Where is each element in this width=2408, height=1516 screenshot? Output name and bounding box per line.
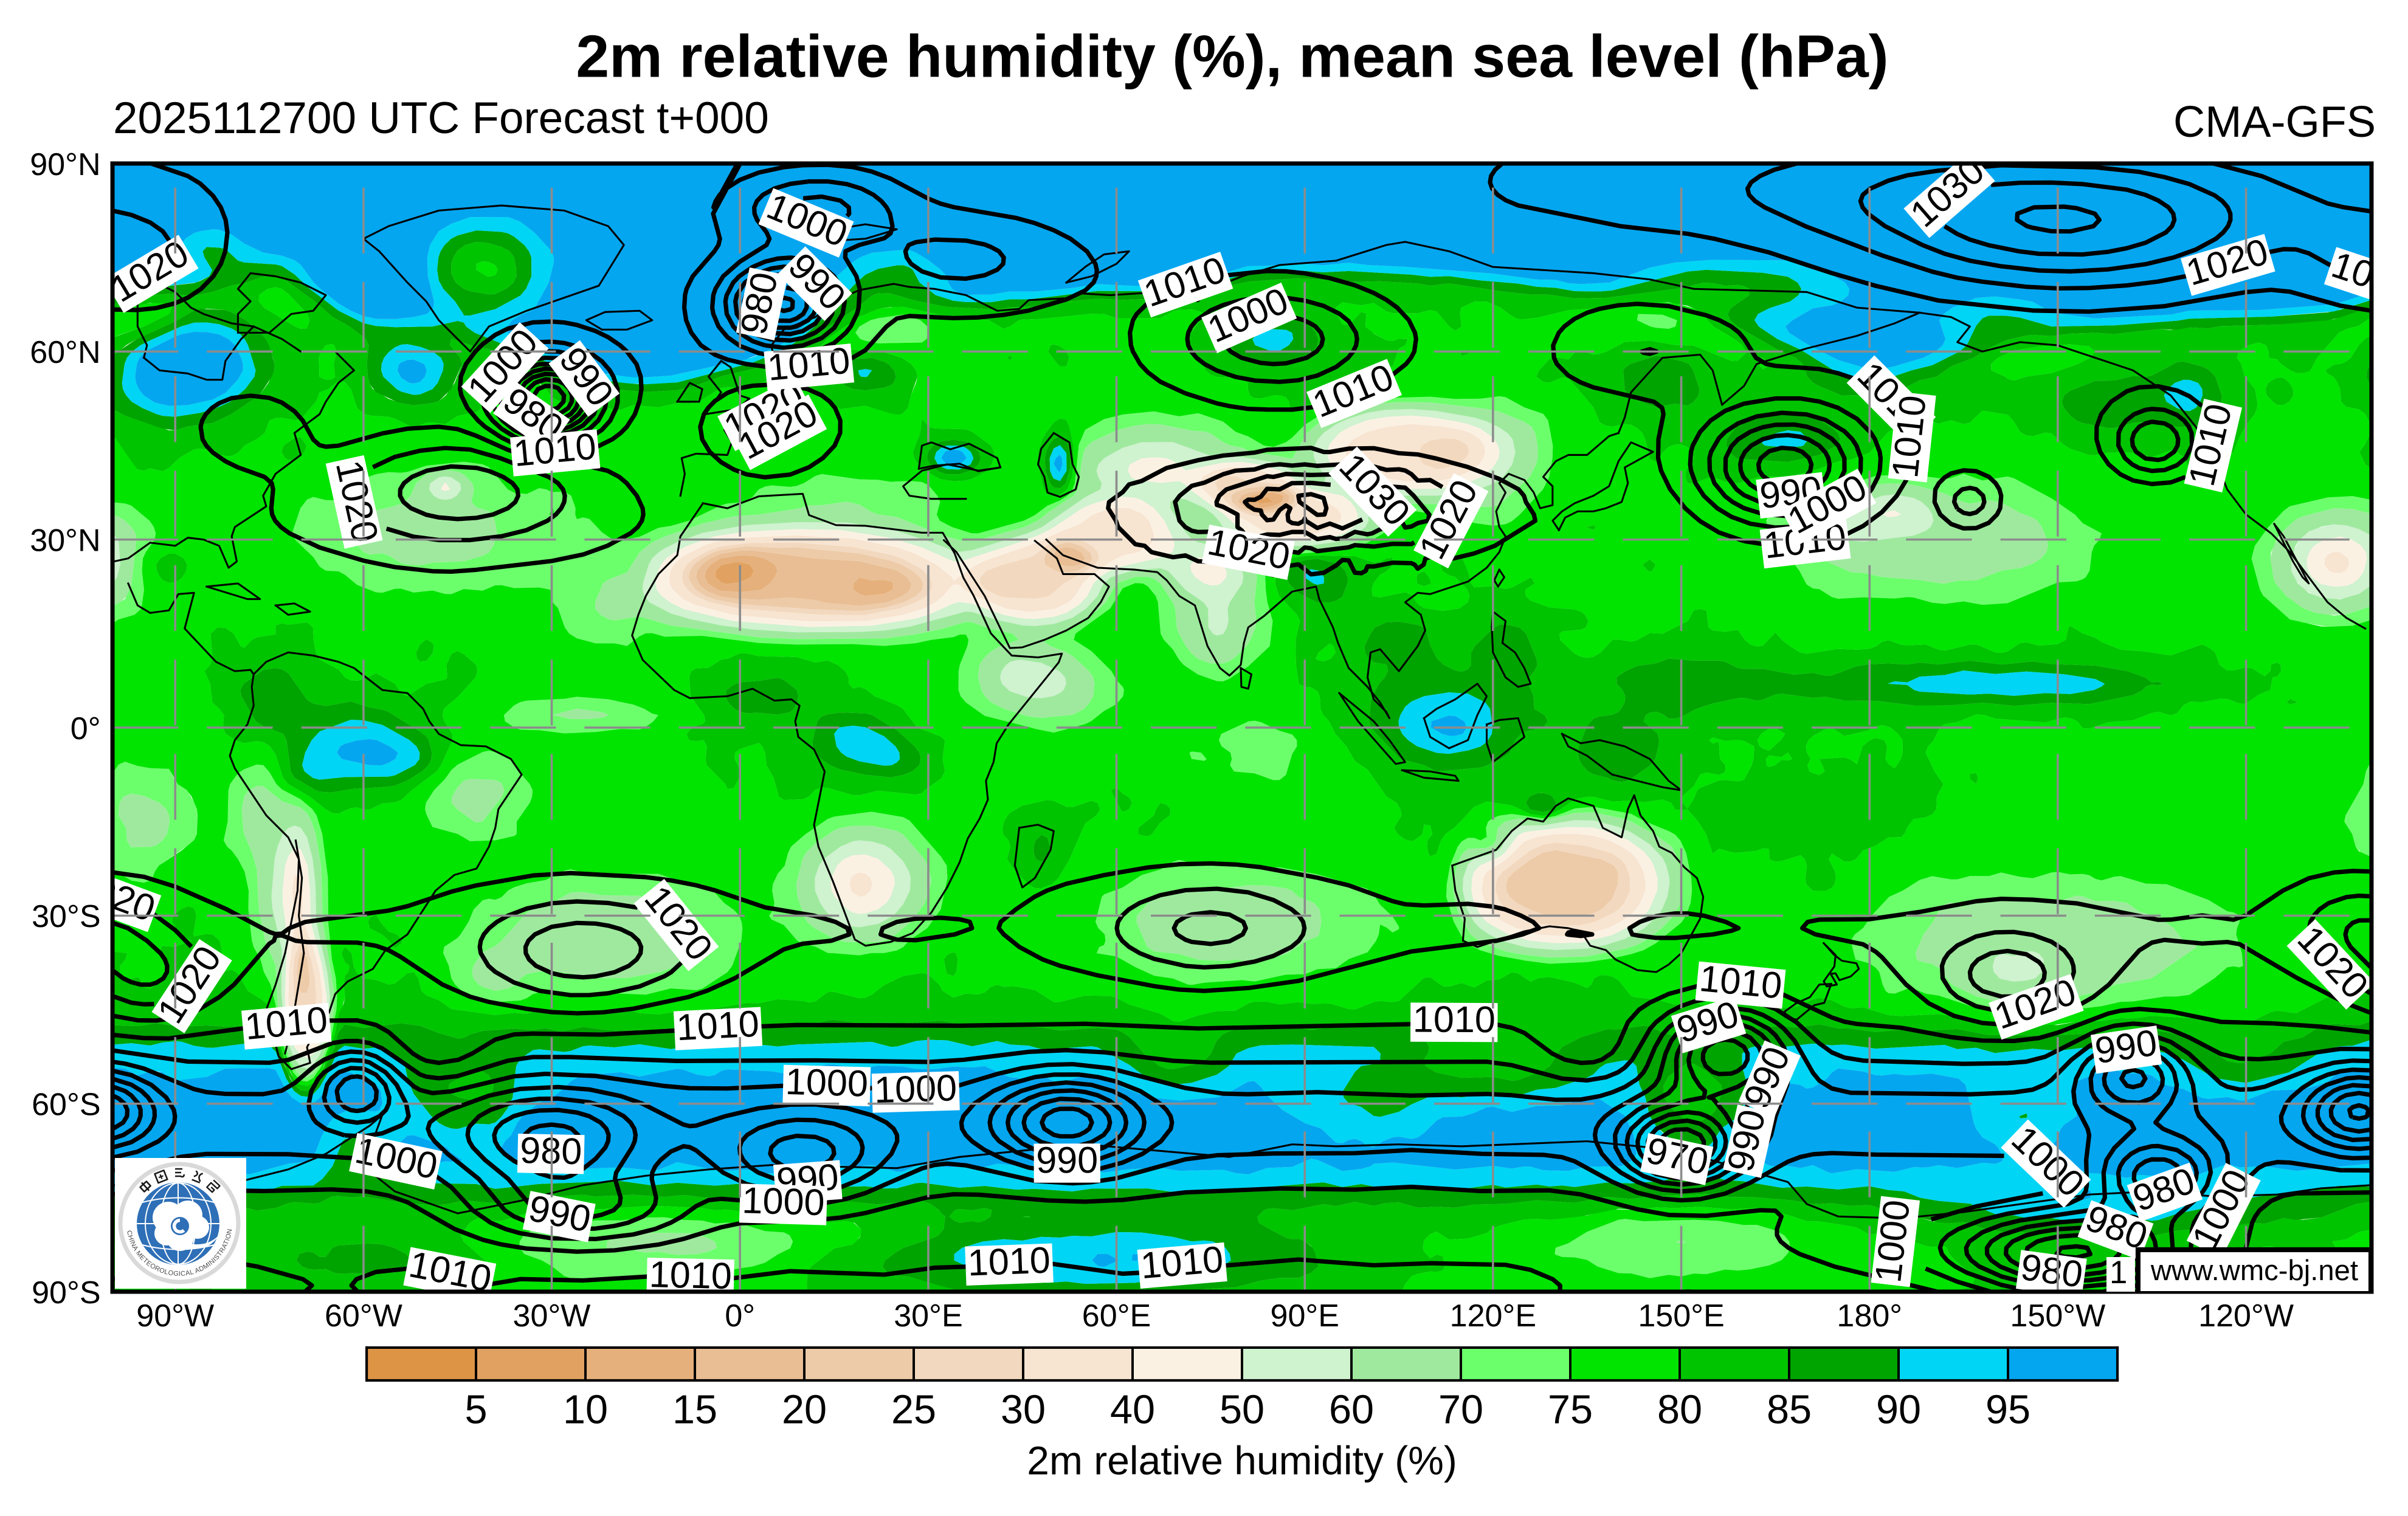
svg-text:2025112700 UTC Forecast t+000: 2025112700 UTC Forecast t+000 bbox=[113, 94, 769, 143]
svg-text:1000: 1000 bbox=[785, 1061, 869, 1104]
svg-text:990: 990 bbox=[2092, 1022, 2160, 1072]
svg-text:30: 30 bbox=[1001, 1388, 1046, 1433]
svg-text:180°: 180° bbox=[1837, 1298, 1902, 1334]
svg-text:60°S: 60°S bbox=[32, 1087, 101, 1123]
svg-text:90°S: 90°S bbox=[32, 1275, 101, 1311]
svg-text:90°W: 90°W bbox=[136, 1298, 214, 1334]
svg-text:75: 75 bbox=[1548, 1388, 1593, 1433]
svg-text:120°E: 120°E bbox=[1450, 1298, 1536, 1334]
svg-text:2m relative humidity (%), mean: 2m relative humidity (%), mean sea level… bbox=[576, 23, 1888, 90]
svg-text:1010: 1010 bbox=[1139, 1238, 1225, 1286]
svg-text:70: 70 bbox=[1438, 1388, 1483, 1433]
svg-text:0°: 0° bbox=[725, 1298, 755, 1334]
svg-text:CMA-GFS: CMA-GFS bbox=[2173, 98, 2376, 146]
svg-text:30°W: 30°W bbox=[513, 1298, 591, 1334]
svg-text:1010: 1010 bbox=[1413, 998, 1496, 1040]
svg-text:25: 25 bbox=[891, 1388, 936, 1433]
svg-text:60°W: 60°W bbox=[325, 1298, 402, 1334]
svg-text:60: 60 bbox=[1329, 1388, 1374, 1433]
svg-text:150°W: 150°W bbox=[2010, 1298, 2105, 1334]
svg-text:150°E: 150°E bbox=[1638, 1298, 1724, 1334]
svg-text:90: 90 bbox=[1876, 1388, 1921, 1433]
svg-text:1010: 1010 bbox=[1884, 393, 1934, 480]
svg-text:85: 85 bbox=[1767, 1388, 1812, 1433]
svg-text:2m relative humidity (%): 2m relative humidity (%) bbox=[1027, 1438, 1457, 1483]
svg-text:120°W: 120°W bbox=[2198, 1298, 2294, 1334]
svg-text:10: 10 bbox=[563, 1388, 608, 1433]
svg-text:0°: 0° bbox=[71, 711, 101, 746]
svg-text:30°S: 30°S bbox=[32, 899, 101, 934]
svg-text:60°N: 60°N bbox=[30, 335, 100, 370]
svg-text:50: 50 bbox=[1220, 1388, 1264, 1433]
svg-text:1010: 1010 bbox=[675, 1003, 760, 1049]
svg-text:980: 980 bbox=[2018, 1246, 2085, 1295]
svg-text:30°E: 30°E bbox=[894, 1298, 963, 1334]
svg-text:1010: 1010 bbox=[512, 426, 598, 474]
svg-text:1: 1 bbox=[2110, 1255, 2127, 1290]
svg-text:60°E: 60°E bbox=[1082, 1298, 1151, 1334]
svg-text:95: 95 bbox=[1985, 1388, 2030, 1433]
svg-text:15: 15 bbox=[672, 1388, 717, 1433]
svg-text:80: 80 bbox=[1657, 1388, 1702, 1433]
svg-text:90°E: 90°E bbox=[1271, 1298, 1340, 1334]
svg-text:990: 990 bbox=[1036, 1139, 1098, 1180]
svg-text:30°N: 30°N bbox=[30, 523, 100, 559]
svg-text:40: 40 bbox=[1110, 1388, 1155, 1433]
svg-text:1010: 1010 bbox=[1698, 957, 1784, 1007]
svg-text:90°N: 90°N bbox=[30, 147, 100, 182]
svg-text:5: 5 bbox=[465, 1388, 488, 1433]
svg-text:1000: 1000 bbox=[742, 1179, 826, 1223]
svg-text:1000: 1000 bbox=[1867, 1197, 1917, 1284]
svg-text:www.wmc-bj.net: www.wmc-bj.net bbox=[2150, 1255, 2358, 1287]
svg-text:1010: 1010 bbox=[649, 1253, 732, 1297]
svg-text:1010: 1010 bbox=[243, 999, 329, 1047]
svg-text:20: 20 bbox=[782, 1388, 827, 1433]
svg-text:1010: 1010 bbox=[765, 339, 852, 388]
svg-text:1010: 1010 bbox=[967, 1239, 1051, 1284]
